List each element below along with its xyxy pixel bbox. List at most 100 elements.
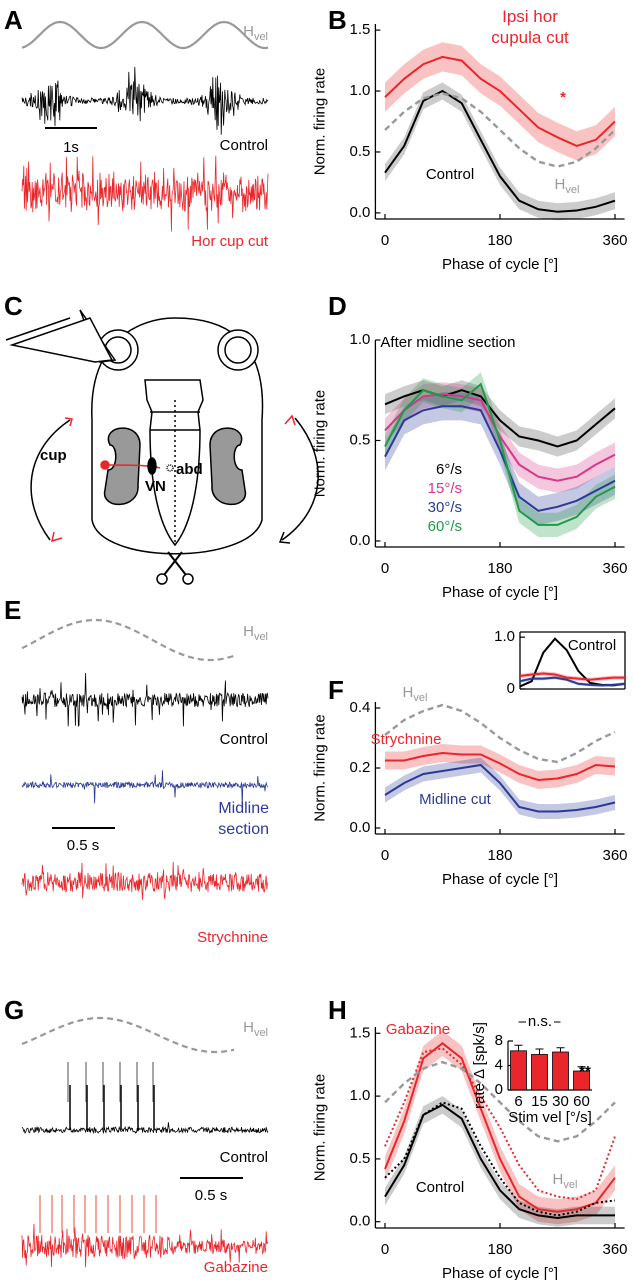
- x-axis-label: Stim vel [°/s]: [508, 1109, 592, 1126]
- x-tick-label: 180: [487, 232, 512, 249]
- x-tick-label: 180: [487, 1241, 512, 1258]
- series-label-sub: vel: [565, 184, 579, 196]
- y-axis-label: Norm. firing rate: [311, 390, 328, 498]
- series-label-main: 60°/s: [428, 518, 462, 535]
- spike-trace: [21, 1223, 269, 1268]
- error-bar: [535, 1048, 544, 1055]
- series-label-main: H: [403, 684, 414, 701]
- hvel-sub: vel: [254, 631, 268, 643]
- x-tick-label: 360: [602, 1241, 627, 1258]
- spike-trace: [21, 672, 269, 727]
- spike-trace: [21, 66, 269, 135]
- error-bar: [514, 1044, 523, 1051]
- bar: [510, 1050, 527, 1091]
- y-axis-label: Norm. firing rate: [311, 68, 328, 176]
- series-label-main: 6°/s: [436, 461, 462, 478]
- bar: [552, 1051, 569, 1091]
- series-line: [384, 1103, 615, 1220]
- x-tick-label: 0: [381, 560, 389, 577]
- y-tick-label: 1.0: [350, 82, 371, 99]
- series-label-main: 30°/s: [428, 499, 462, 516]
- y-tick-label: 4: [495, 1056, 503, 1073]
- spike-trace: [21, 770, 269, 808]
- series-label-main: Control: [426, 166, 474, 183]
- series-label: Midline cut: [419, 791, 492, 808]
- x-tick-label: 6: [514, 1093, 522, 1110]
- inset-frame: [520, 631, 626, 689]
- error-band: [385, 380, 615, 457]
- annotation: **: [579, 1063, 591, 1080]
- series-label-main: H: [555, 176, 566, 193]
- series-line: [384, 405, 616, 512]
- annotation: n.s.: [528, 1013, 552, 1030]
- spike-trace: [21, 155, 269, 232]
- series-label-main: 15°/s: [428, 480, 462, 497]
- y-tick-label: 1.0: [350, 331, 371, 348]
- scale-label: 0.5 s: [67, 837, 100, 854]
- panel-letter: F: [328, 675, 344, 705]
- series-line: [384, 89, 616, 213]
- series-line: [384, 382, 616, 526]
- panel-letter: H: [328, 995, 347, 1025]
- series-label-sub: vel: [413, 692, 427, 704]
- hvel-label: Hvel: [243, 23, 268, 43]
- diagram-label: cup: [40, 447, 67, 464]
- series-label-main: Control: [416, 1179, 464, 1196]
- trace-label: Hor cup cut: [191, 233, 269, 250]
- series-label: Ipsi hor cupula cut: [491, 7, 569, 47]
- series-line: [519, 672, 625, 681]
- y-tick-label: 0.5: [350, 1150, 371, 1167]
- panel-letter: A: [4, 5, 23, 35]
- bar: [531, 1054, 548, 1091]
- y-axis-label: rate Δ [spk/s]: [471, 1022, 488, 1109]
- series-line: [384, 55, 616, 147]
- trace-label: Midline section: [218, 800, 269, 838]
- series-label: Control: [568, 637, 616, 654]
- series-label: Ipsi hor cupula cut: [491, 7, 569, 47]
- x-tick-label: 360: [602, 232, 627, 249]
- error-bar: [577, 1066, 586, 1072]
- series-line: [384, 393, 616, 482]
- error-band: [385, 82, 615, 221]
- stimulus-trace: [21, 20, 269, 50]
- series-label-main: Midline cut: [419, 791, 492, 808]
- series-label: 60°/s: [428, 518, 462, 535]
- x-tick-label: 0: [381, 1241, 389, 1258]
- series-line: [385, 751, 616, 782]
- error-band: [385, 1096, 615, 1227]
- hvel-main: H: [243, 23, 254, 40]
- y-tick-label: 0.5: [350, 431, 371, 448]
- x-tick-label: 360: [602, 560, 627, 577]
- y-tick-label: 0: [495, 1081, 503, 1098]
- y-tick-label: 0.5: [350, 143, 371, 160]
- series-line: [384, 703, 616, 764]
- series-label: Control: [416, 1179, 464, 1196]
- series-label-main: Strychnine: [371, 731, 442, 748]
- stimulus-trace: [21, 1016, 235, 1054]
- error-bar: [556, 1047, 565, 1053]
- y-axis-label: Norm. firing rate: [311, 714, 328, 822]
- x-tick-label: 60: [573, 1093, 590, 1110]
- series-label-main: Gabazine: [386, 1021, 450, 1038]
- error-band: [385, 42, 615, 161]
- trace-label: Gabazine: [204, 1259, 268, 1276]
- y-tick-label: 0.0: [350, 204, 371, 221]
- y-tick-label: 0.0: [350, 819, 371, 836]
- hvel-label: Hvel: [243, 1019, 268, 1039]
- x-tick-label: 180: [487, 847, 512, 864]
- hvel-sub: vel: [254, 31, 268, 43]
- x-axis-label: Phase of cycle [°]: [442, 584, 558, 601]
- series-label: Hvel: [403, 684, 428, 704]
- x-tick-label: 15: [531, 1093, 548, 1110]
- panel-letter: D: [328, 291, 347, 321]
- x-axis-label: Phase of cycle [°]: [442, 256, 558, 273]
- y-tick-label: 0.2: [350, 759, 371, 776]
- series-label: 30°/s: [428, 499, 462, 516]
- x-tick-label: 0: [381, 232, 389, 249]
- diagram-label: VN: [145, 478, 166, 495]
- stimulus-trace: [21, 618, 235, 662]
- y-tick-label: 1.5: [350, 21, 371, 38]
- chart-title: After midline section: [380, 334, 515, 351]
- x-tick-label: 180: [487, 560, 512, 577]
